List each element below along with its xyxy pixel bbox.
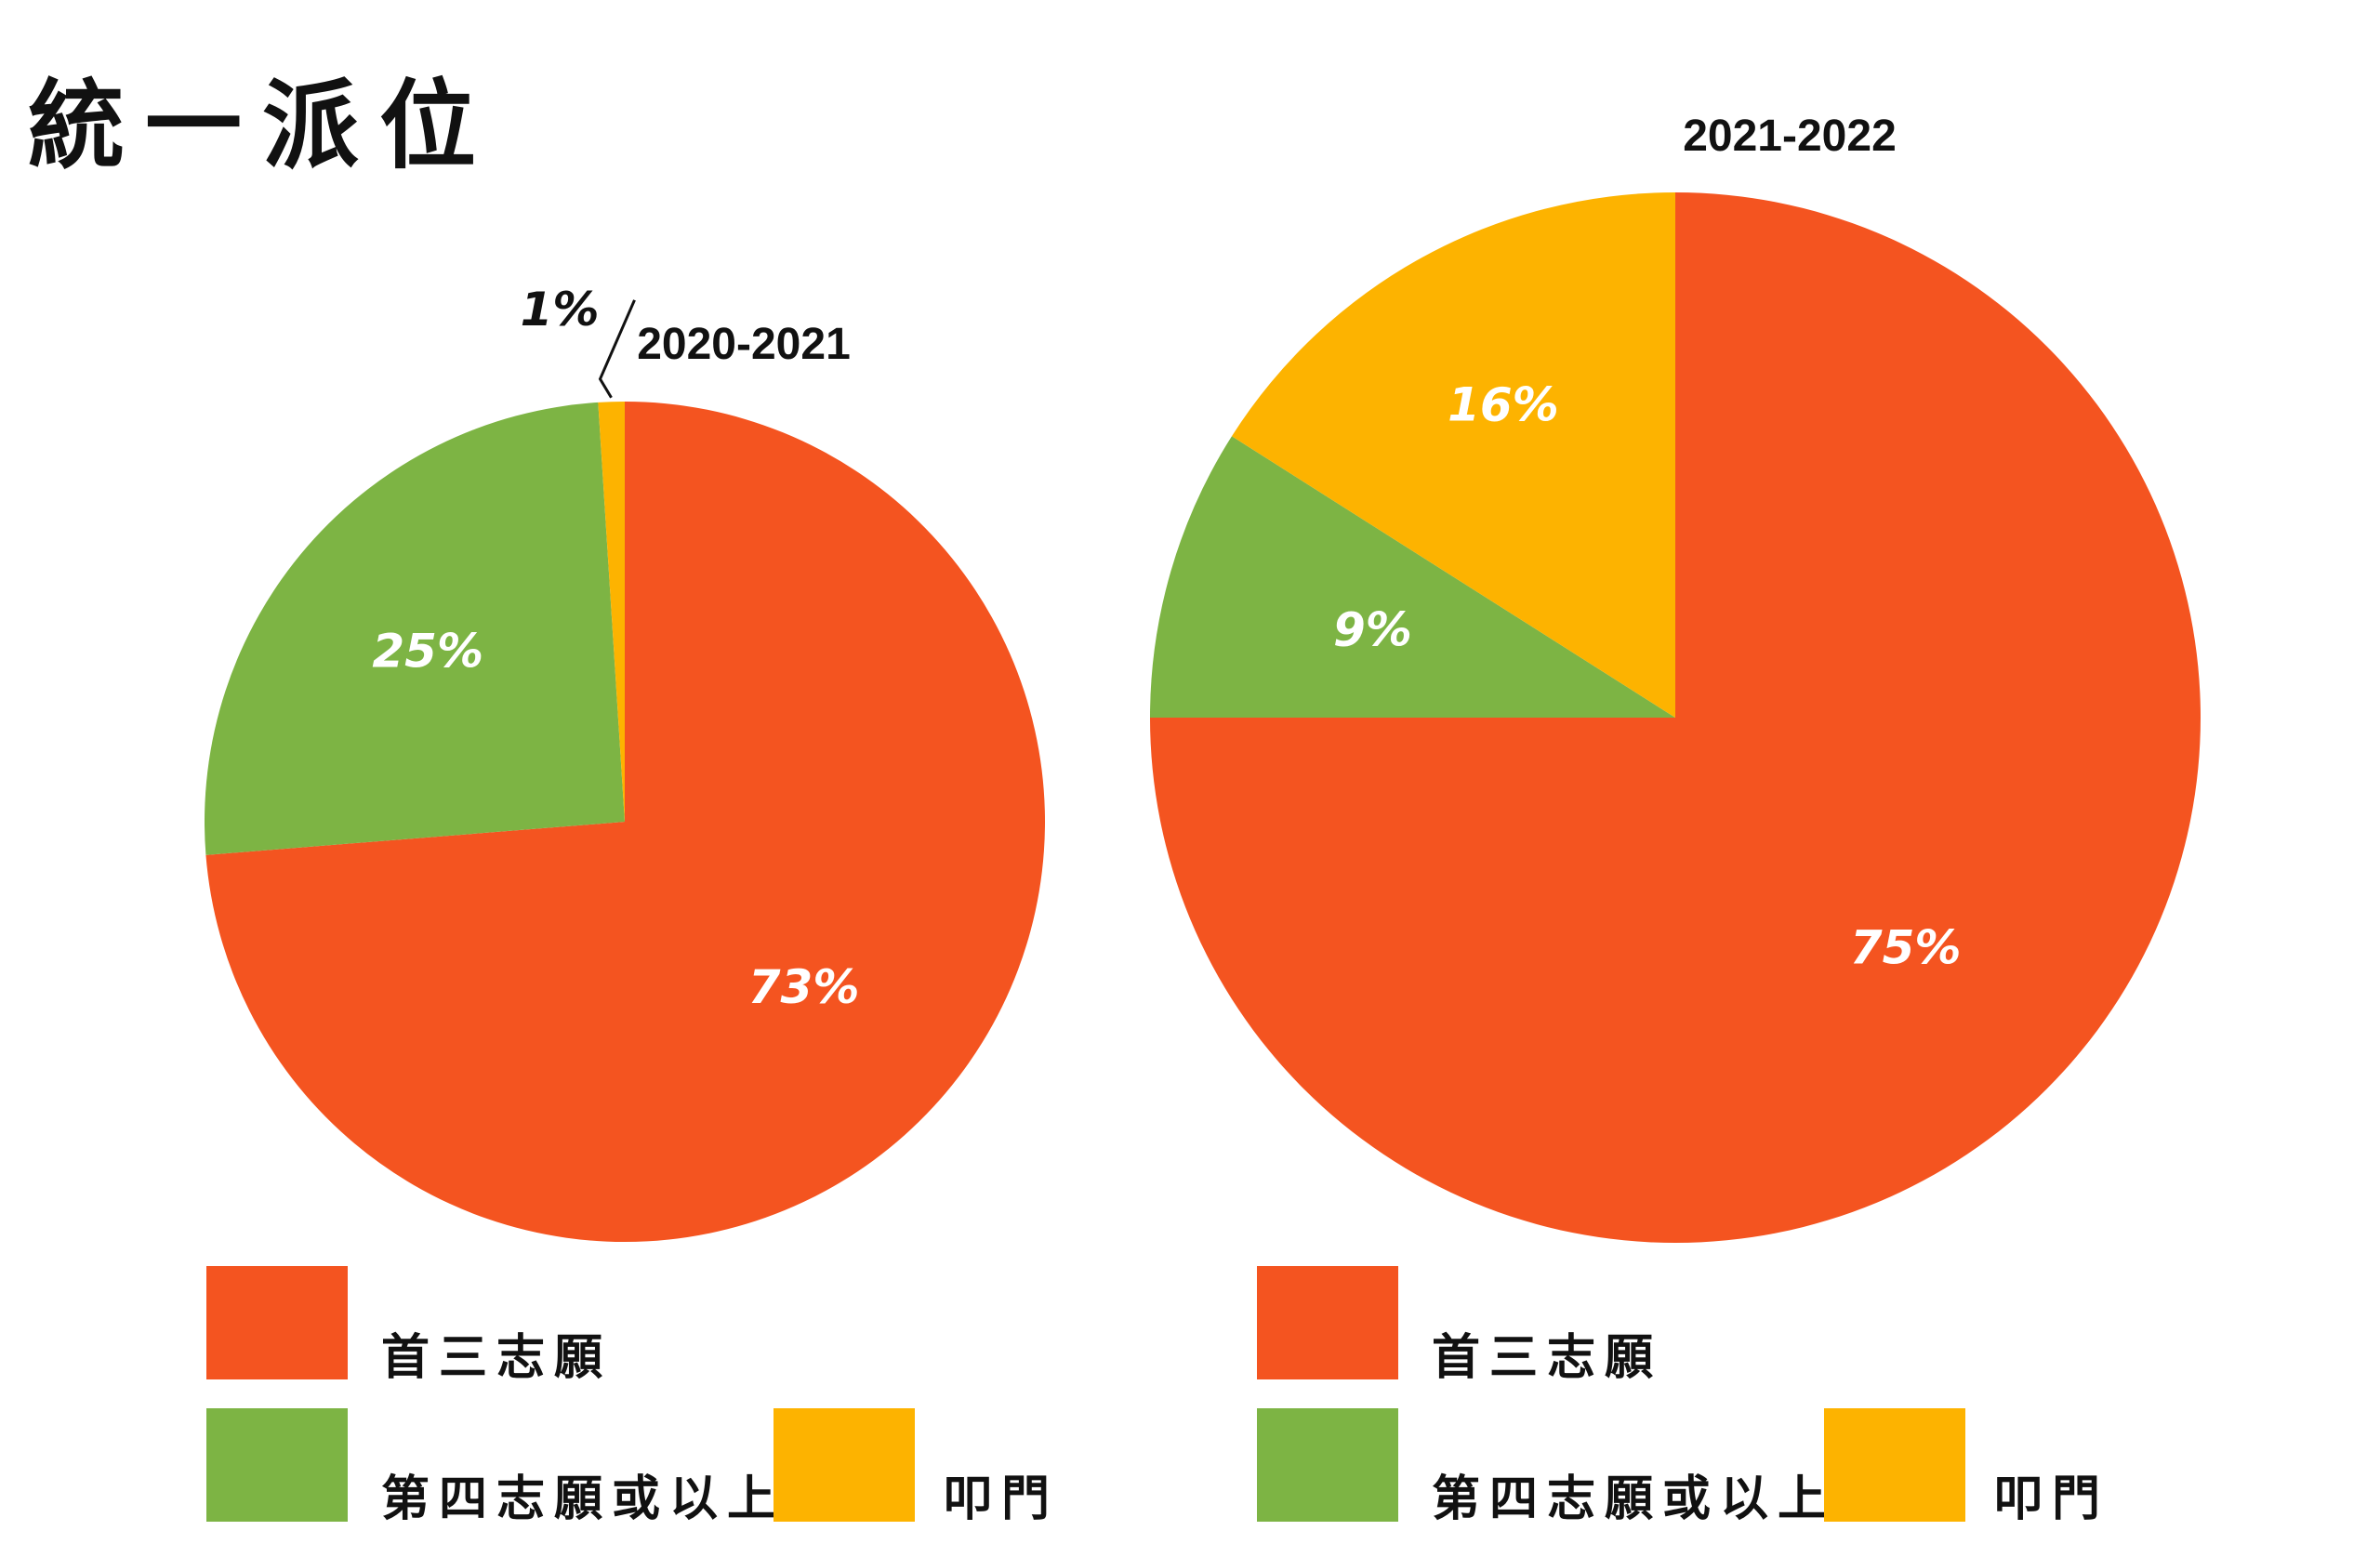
legend-label-fourth-or-above: 第四志願或以上 [1432,1471,1835,1527]
data-label-first-three: 73% [748,960,860,1014]
legend-swatch-first-three [1257,1266,1398,1379]
legend-swatch-knock-door [774,1408,915,1522]
legend-2020-2021: 首三志願 第四志願或以上 叩門 [206,1266,1059,1527]
data-label-first-three: 75% [1850,921,1962,975]
legend-label-fourth-or-above: 第四志願或以上 [381,1471,785,1527]
pie-slice-fourth-or-above [1150,436,1675,718]
page-title: 統一派位 [28,68,497,182]
pie-chart-2021-2022: 2021-2022 75% 9% 16% [1150,112,2201,1243]
legend-label-first-three: 首三志願 [1432,1329,1662,1386]
chart-title-2020-2021: 2020-2021 [637,320,851,369]
pie-slice-fourth-or-above [205,402,625,855]
pie-slices-2021-2022 [1150,192,2201,1243]
legend-2021-2022: 首三志願 第四志願或以上 叩門 [1257,1266,2109,1527]
legend-label-first-three: 首三志願 [381,1329,612,1386]
data-label-fourth-or-above: 9% [1333,602,1412,656]
pie-labels-2020-2021: 73% 25% 1% [372,283,859,1014]
data-label-knock-door: 16% [1448,377,1559,431]
legend-label-knock-door: 叩門 [944,1471,1059,1527]
legend-swatch-first-three [206,1266,348,1379]
pie-chart-2020-2021: 2020-2021 73% 25% 1% [205,283,1046,1242]
pie-slice-knock-door [598,402,625,822]
data-label-fourth-or-above: 25% [372,624,483,678]
chart-title-2021-2022: 2021-2022 [1683,112,1897,161]
pie-slice-first-three [205,402,1046,1242]
legend-swatch-knock-door [1824,1408,1965,1522]
legend-swatch-fourth-or-above [1257,1408,1398,1522]
legend-label-knock-door: 叩門 [1994,1471,2109,1527]
pie-labels-2021-2022: 75% 9% 16% [1333,377,1962,974]
legend-swatch-fourth-or-above [206,1408,348,1522]
data-label-knock-door: 1% [521,283,600,336]
leader-line [598,299,636,399]
pie-slice-knock-door [1231,192,1675,718]
pie-slices-2020-2021 [205,402,1046,1242]
